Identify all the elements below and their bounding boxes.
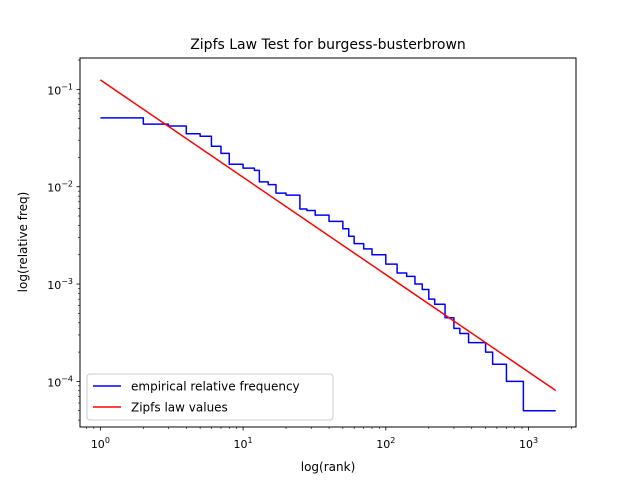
x-tick-label: 101 (234, 436, 253, 451)
y-tick-label: 10−2 (47, 180, 73, 195)
x-tick-label: 100 (91, 436, 110, 451)
chart-title: Zipfs Law Test for burgess-busterbrown (190, 37, 466, 53)
legend: empirical relative frequency Zipfs law va… (86, 373, 334, 421)
x-axis-label: log(rank) (301, 460, 356, 474)
legend-box (86, 373, 334, 421)
y-tick-label: 10−4 (47, 374, 73, 389)
series-layer (99, 79, 557, 412)
y-tick-label: 10−3 (47, 277, 73, 292)
y-tick-label: 10−1 (47, 82, 73, 97)
ticks-layer: 100 101 102 103 10−4 10−3 10−2 10−1 (47, 59, 572, 451)
x-tick-label: 102 (376, 436, 395, 451)
series-line-empirical (100, 117, 556, 412)
series-line-zipf (99, 79, 557, 392)
legend-label-empirical: empirical relative frequency (131, 380, 300, 394)
plot-frame (79, 57, 577, 428)
y-axis-label: log(relative freq) (16, 192, 30, 293)
legend-label-zipf: Zipfs law values (131, 401, 228, 415)
x-tick-label: 103 (519, 436, 538, 451)
